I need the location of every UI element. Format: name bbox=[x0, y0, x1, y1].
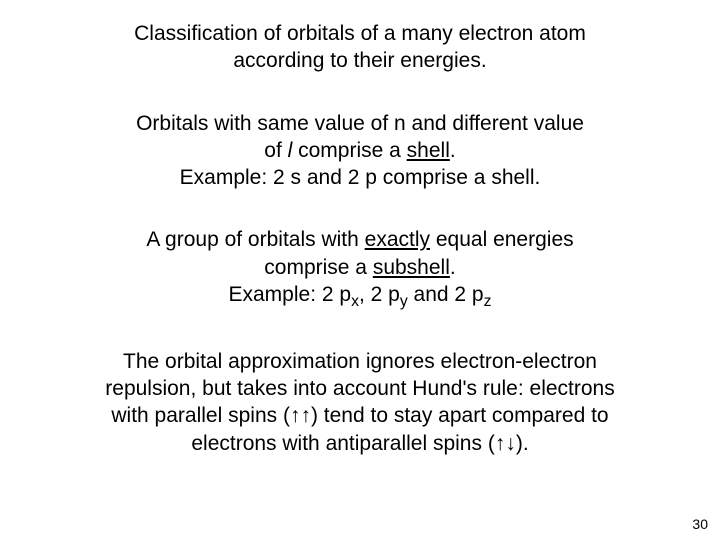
page-number: 30 bbox=[692, 516, 708, 532]
hund-block: The orbital approximation ignores electr… bbox=[50, 348, 670, 457]
shell-line3: Example: 2 s and 2 p comprise a shell. bbox=[180, 166, 541, 189]
shell-underline: shell bbox=[407, 139, 450, 162]
title-block: Classification of orbitals of a many ele… bbox=[50, 20, 670, 75]
shell-line1: Orbitals with same value of n and differ… bbox=[136, 112, 584, 135]
shell-line2c: . bbox=[450, 139, 456, 162]
hund-line1: The orbital approximation ignores electr… bbox=[123, 350, 597, 373]
sub-z: z bbox=[484, 293, 492, 310]
subshell-underline2: subshell bbox=[373, 256, 450, 279]
shell-line2b: comprise a bbox=[292, 139, 406, 162]
subshell-line1a: A group of orbitals with bbox=[146, 228, 364, 251]
hund-line3b: ) tend to stay apart compared to bbox=[311, 404, 609, 427]
hund-line4b: ). bbox=[516, 432, 529, 455]
subshell-underline: exactly bbox=[365, 228, 430, 251]
subshell-line2a: comprise a bbox=[264, 256, 373, 279]
subshell-block: A group of orbitals with exactly equal e… bbox=[50, 226, 670, 312]
arrows-up-icon: ↑↑ bbox=[290, 404, 311, 427]
subshell-line3c: and 2 p bbox=[408, 283, 484, 306]
hund-line2: repulsion, but takes into account Hund's… bbox=[105, 377, 614, 400]
subshell-line3b: , 2 p bbox=[359, 283, 400, 306]
sub-y: y bbox=[400, 293, 408, 310]
hund-line4a: electrons with antiparallel spins ( bbox=[191, 432, 494, 455]
shell-line2a: of bbox=[264, 139, 287, 162]
shell-block: Orbitals with same value of n and differ… bbox=[50, 110, 670, 192]
title-line1: Classification of orbitals of a many ele… bbox=[134, 22, 586, 45]
subshell-line3a: Example: 2 p bbox=[229, 283, 352, 306]
sub-x: x bbox=[351, 293, 359, 310]
subshell-line1b: equal energies bbox=[430, 228, 574, 251]
subshell-line2b: . bbox=[450, 256, 456, 279]
title-line2: according to their energies. bbox=[233, 49, 486, 72]
hund-line3a: with parallel spins ( bbox=[111, 404, 290, 427]
arrows-updown-icon: ↑↓ bbox=[495, 432, 516, 455]
